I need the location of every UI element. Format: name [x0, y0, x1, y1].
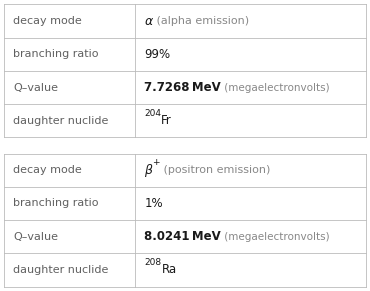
Text: daughter nuclide: daughter nuclide	[13, 116, 108, 126]
Text: (megaelectronvolts): (megaelectronvolts)	[221, 232, 330, 242]
Text: Fr: Fr	[161, 114, 172, 127]
Text: 1%: 1%	[144, 197, 163, 210]
Text: branching ratio: branching ratio	[13, 198, 98, 208]
Text: 7.7268 MeV: 7.7268 MeV	[144, 81, 221, 94]
Text: β: β	[144, 164, 152, 177]
Text: decay mode: decay mode	[13, 165, 82, 175]
Text: 8.0241 MeV: 8.0241 MeV	[144, 230, 221, 243]
Text: Q–value: Q–value	[13, 83, 58, 93]
Text: +: +	[152, 158, 160, 167]
Text: 208: 208	[144, 258, 161, 267]
Text: 204: 204	[144, 109, 161, 118]
Text: (alpha emission): (alpha emission)	[152, 16, 249, 26]
Text: branching ratio: branching ratio	[13, 49, 98, 59]
Text: (megaelectronvolts): (megaelectronvolts)	[221, 83, 330, 93]
Text: decay mode: decay mode	[13, 16, 82, 26]
Text: Q–value: Q–value	[13, 232, 58, 242]
Text: (positron emission): (positron emission)	[160, 165, 270, 175]
Text: 99%: 99%	[144, 48, 171, 61]
Text: daughter nuclide: daughter nuclide	[13, 265, 108, 275]
Text: Ra: Ra	[161, 263, 176, 276]
Text: α: α	[144, 15, 152, 28]
